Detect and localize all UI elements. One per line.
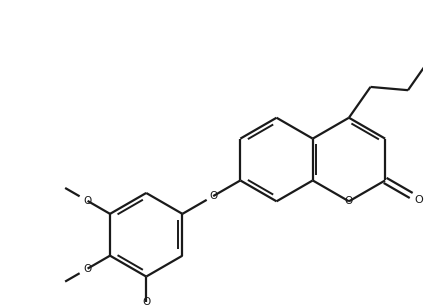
Text: O: O: [209, 191, 217, 201]
Text: O: O: [83, 196, 92, 206]
Text: O: O: [345, 196, 353, 206]
Text: O: O: [415, 195, 424, 205]
Text: O: O: [142, 298, 150, 307]
Text: O: O: [83, 264, 92, 274]
